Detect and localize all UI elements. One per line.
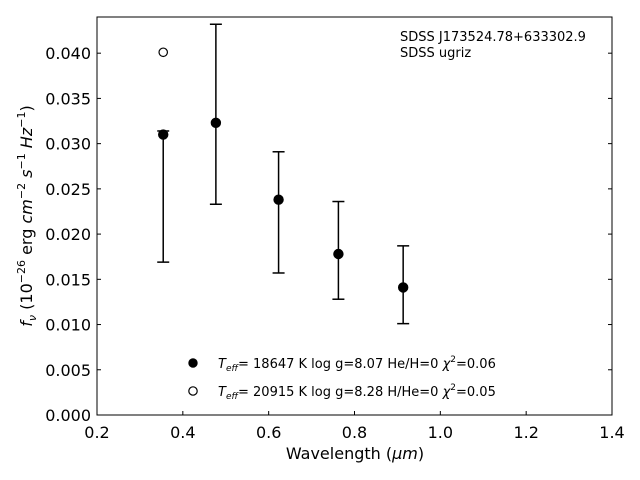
x-axis-ticks: 0.2 0.4 0.6 0.8 1.0 1.2 1.4: [84, 411, 625, 442]
data-point-filled: [397, 282, 409, 293]
plot-frame: [96, 16, 613, 416]
y-tick-label: 0.005: [45, 361, 91, 380]
annotation-filter-set: SDSS ugriz: [400, 46, 471, 61]
y-axis-ticks: 0.000 0.005 0.010 0.015 0.020 0.025 0.030 0.035…: [45, 44, 612, 425]
y-tick-label: 0.010: [45, 316, 91, 335]
y-tick-label: 0.030: [45, 135, 91, 154]
legend: Teff= 18647 K log g=8.07 He/H=0 χ2=0.06 …: [188, 355, 496, 402]
legend-entry-1: Teff= 18647 K log g=8.07 He/H=0 χ2=0.06: [218, 355, 496, 374]
x-tick-label: 1.0: [428, 423, 453, 442]
y-tick-label: 0.040: [45, 44, 91, 63]
error-bar: [272, 151, 285, 274]
y-tick-label: 0.015: [45, 270, 91, 289]
x-axis-label: Wavelength (μm): [286, 444, 424, 463]
x-tick-label: 0.6: [256, 423, 281, 442]
legend-marker-open: [188, 386, 198, 396]
error-bars: [157, 23, 410, 325]
data-point-open: [158, 47, 169, 58]
y-tick-label: 0.000: [45, 406, 91, 425]
x-tick-label: 1.4: [599, 423, 624, 442]
y-tick-label: 0.035: [45, 89, 91, 108]
x-tick-label: 1.2: [513, 423, 538, 442]
y-tick-label: 0.025: [45, 180, 91, 199]
x-tick-label: 0.8: [342, 423, 367, 442]
legend-marker-filled: [188, 358, 198, 368]
annotation-object-name: SDSS J173524.78+633302.9: [400, 30, 586, 45]
y-axis-label: fν (10−26 erg cm−2 s−1 Hz−1): [15, 105, 39, 326]
error-bar: [209, 23, 222, 205]
data-point-filled: [210, 117, 222, 129]
data-point-filled: [333, 248, 344, 260]
data-point-filled: [158, 129, 169, 140]
data-points: [158, 47, 409, 293]
x-tick-label: 0.2: [84, 423, 109, 442]
y-tick-label: 0.020: [45, 225, 91, 244]
data-point-filled: [273, 194, 284, 205]
error-bar: [157, 130, 170, 263]
x-tick-label: 0.4: [170, 423, 195, 442]
legend-entry-2: Teff= 20915 K log g=8.28 H/He=0 χ2=0.05: [218, 383, 496, 402]
